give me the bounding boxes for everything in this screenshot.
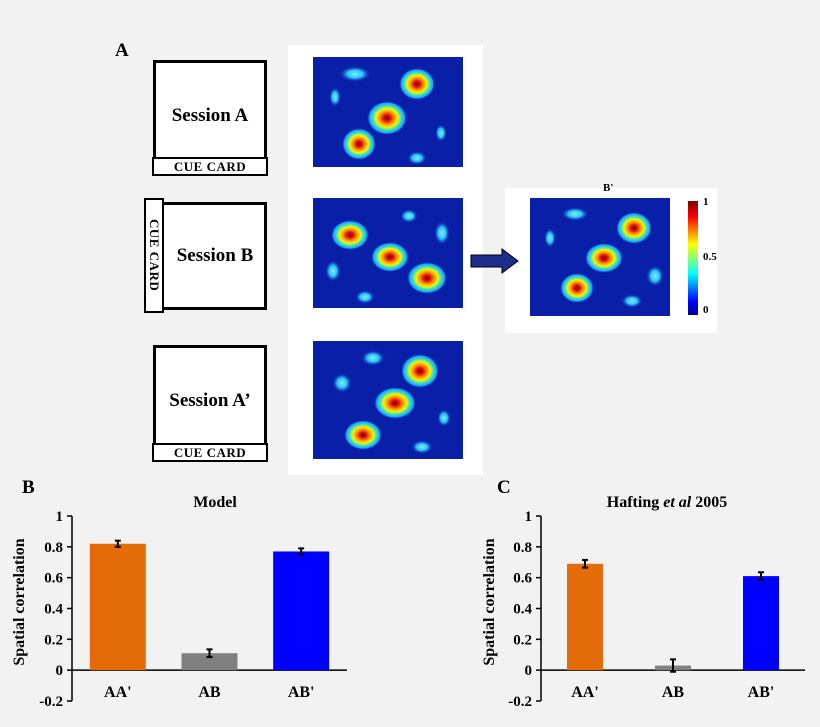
cue-card-a-label: CUE CARD [173,158,247,174]
y-tick-label: -0.2 [508,694,532,710]
x-category-label: AB' [748,684,775,701]
colorbar [688,201,698,315]
session-a-prime-arena: Session A’ [153,345,267,457]
y-tick-label: 0 [56,663,64,679]
x-category-label: AB [198,684,221,701]
panel-label-a: A [115,40,129,61]
colorbar-tick-half: 0.5 [703,251,717,263]
rotated-map-title: B' [603,182,614,194]
heatmap-session-b [313,198,463,308]
session-b-label: Session B [176,245,254,266]
y-tick-label: 1 [525,509,533,525]
y-tick-label: 0 [525,663,533,679]
y-tick-label: 0.6 [44,571,63,587]
y-tick-label: 0.2 [44,632,63,648]
x-category-label: AB' [288,684,315,701]
session-a-prime-label: Session A’ [169,390,251,411]
y-tick-label: 0.4 [44,602,63,618]
y-axis-label: Spatial correlation [481,538,498,665]
heatmap-session-a-prime [313,341,463,459]
y-tick-label: 0.6 [513,571,532,587]
cue-card-a-prime-label: CUE CARD [173,444,247,460]
heatmap-rotated-b [530,198,670,316]
chart-model: Model Spatial correlation 1 0.8 0.6 0.4 0.2 0… [11,494,347,710]
cue-card-a: CUE CARD [152,157,268,176]
heatmap-session-a [313,57,463,167]
x-category-label: AA' [104,684,132,701]
bar [567,563,603,671]
panel-label-b: B [22,477,35,498]
chart-title: Hafting et al 2005 [607,494,727,511]
chart-title: Model [193,494,237,511]
x-category-label: AB [662,684,685,701]
session-b-arena: Session B [153,202,267,310]
y-tick-label: 0.8 [513,540,532,556]
bar [89,543,146,671]
session-a-arena: Session A [153,60,267,172]
arrow-right-icon [470,248,519,274]
y-tick-label: 0.4 [513,602,532,618]
title-part-3: 2005 [691,494,727,511]
cue-card-b: CUE CARD [144,198,164,313]
x-category-label: AA' [571,684,599,701]
bar [181,653,238,671]
y-tick-label: 1 [56,509,64,525]
y-axis-label: Spatial correlation [11,538,28,665]
bar [273,551,330,671]
colorbar-tick-1: 1 [703,196,709,208]
y-tick-label: 0.2 [513,632,532,648]
title-part-1: Hafting [607,494,663,511]
cue-card-a-prime: CUE CARD [152,443,268,462]
y-tick-label: -0.2 [39,694,63,710]
session-a-label: Session A [171,105,249,126]
chart-hafting: Hafting et al 2005 Spatial correlation 1… [481,494,805,710]
y-tick-label: 0.8 [44,540,63,556]
panel-label-c: C [497,477,511,498]
title-part-2: et al [663,494,692,511]
bar [743,576,779,671]
colorbar-tick-0: 0 [703,304,709,316]
cue-card-b-label: CUE CARD [147,219,162,292]
